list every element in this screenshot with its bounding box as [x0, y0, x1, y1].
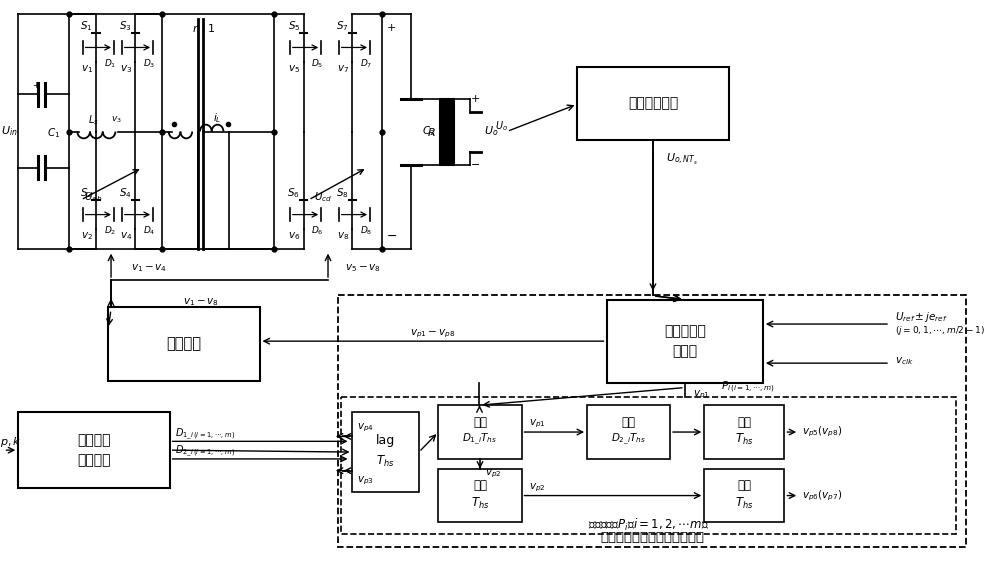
Text: 滞后: 滞后 [737, 416, 751, 429]
Text: $T_{hs}$: $T_{hs}$ [471, 496, 489, 511]
Bar [18, 412, 170, 488]
Text: −: − [471, 160, 480, 170]
Bar [352, 412, 419, 492]
Text: $v_4$: $v_4$ [120, 230, 132, 242]
Bar [704, 469, 784, 522]
Text: 滞后: 滞后 [473, 416, 487, 429]
Text: $T_{hs}$: $T_{hs}$ [735, 496, 754, 511]
Text: $D_{2\_i\,(i=1,\cdots,m)}$: $D_{2\_i\,(i=1,\cdots,m)}$ [175, 444, 235, 458]
Text: ($j=0,1,\cdots,m/2-1$): ($j=0,1,\cdots,m/2-1$) [895, 324, 985, 337]
Text: $D_1$: $D_1$ [104, 58, 116, 70]
Text: $U_{in}$: $U_{in}$ [1, 125, 18, 139]
Text: $v_{p4}$: $v_{p4}$ [357, 422, 374, 434]
Bar [338, 295, 966, 547]
Text: $D_5$: $D_5$ [311, 58, 323, 70]
Text: $v_{p5}(v_{p8})$: $v_{p5}(v_{p8})$ [802, 425, 843, 439]
Bar [440, 99, 454, 165]
Bar [587, 405, 670, 459]
Text: 滞后: 滞后 [473, 479, 487, 492]
Text: 滞后: 滞后 [622, 416, 636, 429]
Text: $D_{2\_i}T_{hs}$: $D_{2\_i}T_{hs}$ [611, 432, 646, 448]
Text: $U_{ref}\pm je_{ref}$: $U_{ref}\pm je_{ref}$ [895, 310, 948, 324]
Text: $D_2$: $D_2$ [104, 225, 116, 238]
Text: 滞后: 滞后 [737, 479, 751, 492]
Text: $v_5-v_8$: $v_5-v_8$ [345, 263, 381, 275]
Text: $p, k$: $p, k$ [0, 435, 21, 449]
Text: $S_6$: $S_6$ [287, 186, 300, 200]
Text: $D_6$: $D_6$ [311, 225, 324, 238]
Text: lag: lag [376, 434, 395, 447]
Text: $T_{hs}$: $T_{hs}$ [376, 454, 395, 469]
Text: $v_1$: $v_1$ [81, 63, 93, 75]
Text: $v_6$: $v_6$ [288, 230, 300, 242]
Text: 选择器: 选择器 [672, 344, 697, 358]
Text: $v_{p1}$: $v_{p1}$ [693, 388, 709, 401]
Text: $v_{p2}$: $v_{p2}$ [529, 482, 546, 494]
Text: −: − [386, 230, 397, 243]
Text: 优化环节: 优化环节 [77, 453, 111, 467]
Bar [704, 405, 784, 459]
Text: $U_o$: $U_o$ [484, 125, 498, 139]
Text: $v_1-v_8$: $v_1-v_8$ [183, 297, 219, 308]
Bar [438, 469, 522, 522]
Text: $C_1$: $C_1$ [47, 127, 60, 140]
Text: 控制脉冲组$P_i$（$i=1,2,\cdots m$）: 控制脉冲组$P_i$（$i=1,2,\cdots m$） [588, 517, 709, 533]
Text: $v_{clk}$: $v_{clk}$ [895, 355, 913, 367]
Text: 驱动电路: 驱动电路 [166, 337, 201, 351]
Text: $L_s$: $L_s$ [88, 113, 99, 127]
Bar [438, 405, 522, 459]
Bar [607, 299, 763, 383]
Text: $U_{cd}$: $U_{cd}$ [314, 190, 332, 204]
Text: $v_3$: $v_3$ [111, 114, 121, 125]
Text: $D_3$: $D_3$ [143, 58, 155, 70]
Text: $D_4$: $D_4$ [143, 225, 155, 238]
Text: $S_1$: $S_1$ [80, 19, 93, 33]
Text: $D_7$: $D_7$ [360, 58, 372, 70]
Bar [341, 397, 956, 534]
Text: $n:1$: $n:1$ [192, 22, 215, 34]
Text: 控制脉冲组: 控制脉冲组 [664, 324, 706, 338]
Text: $P_{i\,(i=1,\cdots,m)}$: $P_{i\,(i=1,\cdots,m)}$ [721, 380, 775, 395]
Text: $v_2$: $v_2$ [81, 230, 93, 242]
Text: $D_8$: $D_8$ [360, 225, 372, 238]
Text: $D_{1\_i}T_{hs}$: $D_{1\_i}T_{hs}$ [462, 432, 498, 448]
Text: $D_{1\_i\,(i=1,\cdots,m)}$: $D_{1\_i\,(i=1,\cdots,m)}$ [175, 427, 235, 442]
Text: $U_{o,NT_s}$: $U_{o,NT_s}$ [666, 152, 698, 168]
Bar [577, 67, 729, 140]
Text: $v_{p6}(v_{p7})$: $v_{p6}(v_{p7})$ [802, 488, 843, 503]
Text: $S_5$: $S_5$ [288, 19, 300, 33]
Text: $R$: $R$ [427, 126, 436, 138]
Text: +: + [32, 81, 39, 90]
Text: $v_5$: $v_5$ [288, 63, 300, 75]
Text: +: + [471, 95, 480, 104]
Text: $U_{ab}$: $U_{ab}$ [84, 190, 103, 204]
Text: 电压采样电路: 电压采样电路 [628, 97, 678, 111]
Text: $U_o$: $U_o$ [495, 119, 507, 132]
Bar [108, 307, 260, 381]
Text: $T_{hs}$: $T_{hs}$ [735, 432, 754, 447]
Text: $S_8$: $S_8$ [336, 186, 349, 200]
Text: $v_8$: $v_8$ [337, 230, 349, 242]
Text: $i_L$: $i_L$ [213, 111, 222, 125]
Text: $C_2$: $C_2$ [422, 125, 435, 139]
Text: $v_7$: $v_7$ [337, 63, 349, 75]
Text: $v_{p3}$: $v_{p3}$ [357, 474, 374, 487]
Text: $S_3$: $S_3$ [119, 19, 132, 33]
Text: $v_{p1}-v_{p8}$: $v_{p1}-v_{p8}$ [410, 327, 456, 340]
Text: $v_{p1}$: $v_{p1}$ [529, 418, 546, 430]
Text: $v_1-v_4$: $v_1-v_4$ [131, 263, 167, 275]
Text: $v_{p2}$: $v_{p2}$ [485, 468, 501, 480]
Text: 离散移相控制脉冲组产生环节: 离散移相控制脉冲组产生环节 [600, 530, 704, 543]
Text: +: + [387, 23, 396, 33]
Text: $S_4$: $S_4$ [119, 186, 132, 200]
Text: 回流功率: 回流功率 [77, 434, 111, 447]
Text: $v_3$: $v_3$ [120, 63, 132, 75]
Text: $S_2$: $S_2$ [80, 186, 93, 200]
Text: $S_7$: $S_7$ [336, 19, 349, 33]
